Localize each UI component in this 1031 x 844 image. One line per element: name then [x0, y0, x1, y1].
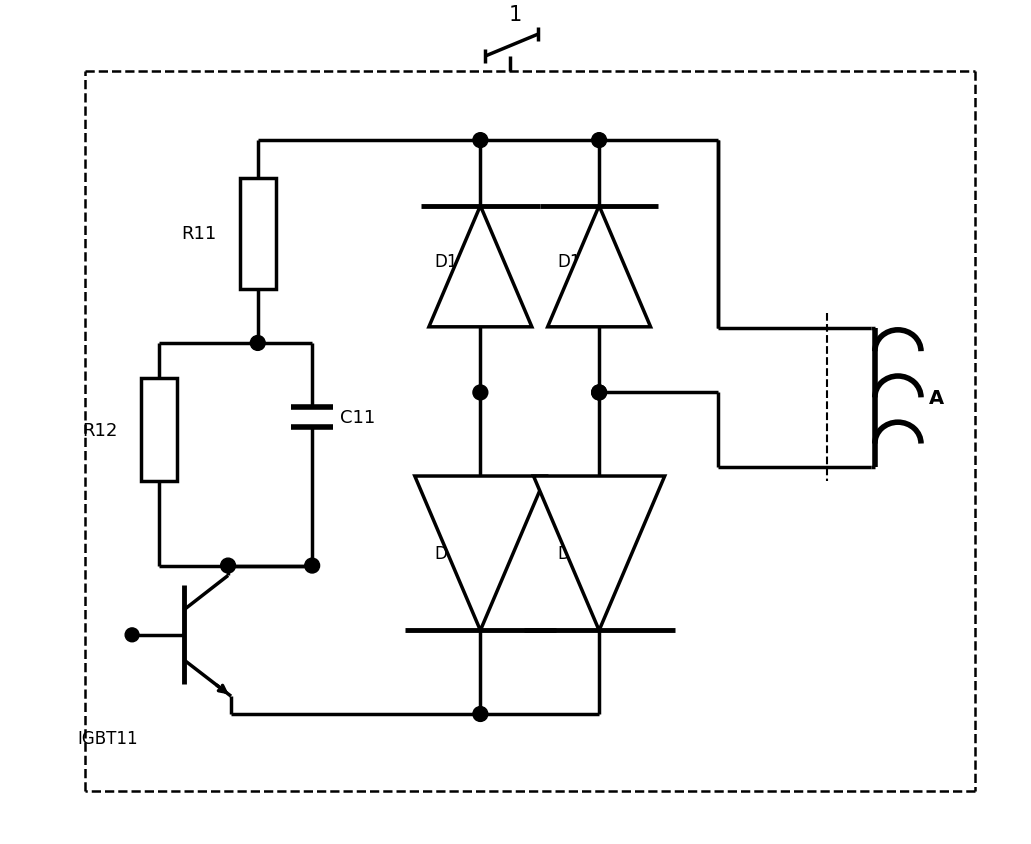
Text: 1: 1 — [508, 5, 522, 25]
Circle shape — [125, 628, 139, 642]
Text: A: A — [929, 388, 944, 408]
Text: D11: D11 — [434, 253, 468, 271]
Circle shape — [473, 706, 488, 722]
Text: D12: D12 — [434, 544, 468, 563]
Polygon shape — [414, 477, 546, 630]
Polygon shape — [547, 207, 651, 327]
Text: IGBT11: IGBT11 — [77, 729, 138, 747]
Circle shape — [221, 559, 235, 573]
Circle shape — [305, 559, 320, 573]
Polygon shape — [429, 207, 532, 327]
Text: D13: D13 — [557, 253, 591, 271]
FancyBboxPatch shape — [240, 178, 275, 289]
FancyBboxPatch shape — [141, 378, 176, 482]
Polygon shape — [533, 477, 665, 630]
Circle shape — [592, 386, 606, 400]
Text: C11: C11 — [340, 408, 375, 427]
Circle shape — [473, 386, 488, 400]
Text: R11: R11 — [181, 225, 217, 243]
Circle shape — [592, 133, 606, 149]
Circle shape — [251, 336, 265, 351]
Text: D14: D14 — [557, 544, 591, 563]
Circle shape — [592, 386, 606, 400]
Circle shape — [473, 133, 488, 149]
Text: R12: R12 — [81, 421, 118, 439]
